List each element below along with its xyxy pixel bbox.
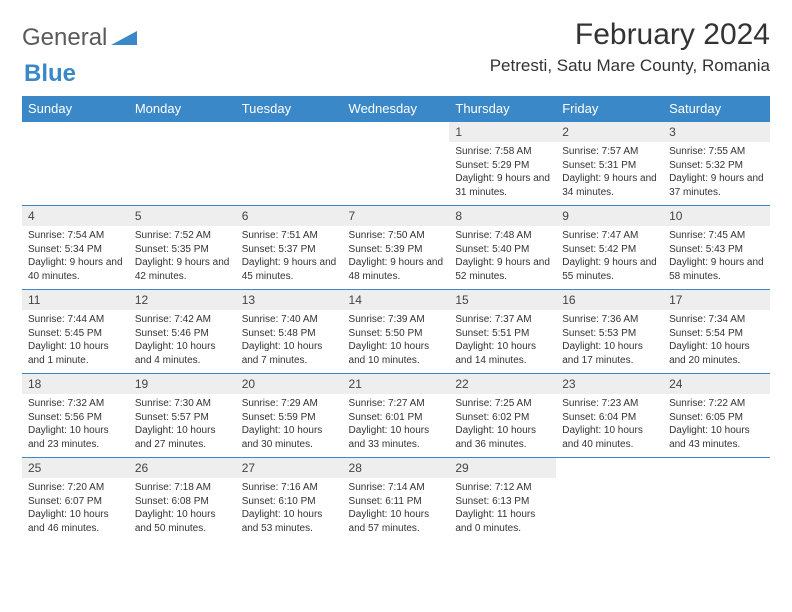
info-cell: Sunrise: 7:57 AM Sunset: 5:31 PM Dayligh… [556,142,663,206]
date-cell: 3 [663,122,770,143]
info-cell: Sunrise: 7:47 AM Sunset: 5:42 PM Dayligh… [556,226,663,290]
info-cell: Sunrise: 7:55 AM Sunset: 5:32 PM Dayligh… [663,142,770,206]
date-cell: 6 [236,206,343,227]
info-cell [22,142,129,206]
info-cell: Sunrise: 7:50 AM Sunset: 5:39 PM Dayligh… [343,226,450,290]
day-header: Monday [129,96,236,122]
date-row: 45678910 [22,206,770,227]
month-title: February 2024 [490,18,770,52]
date-cell: 25 [22,458,129,479]
date-cell [556,458,663,479]
info-row: Sunrise: 7:44 AM Sunset: 5:45 PM Dayligh… [22,310,770,374]
info-row: Sunrise: 7:58 AM Sunset: 5:29 PM Dayligh… [22,142,770,206]
date-cell: 2 [556,122,663,143]
info-cell: Sunrise: 7:14 AM Sunset: 6:11 PM Dayligh… [343,478,450,541]
date-cell: 5 [129,206,236,227]
info-cell: Sunrise: 7:52 AM Sunset: 5:35 PM Dayligh… [129,226,236,290]
day-header: Tuesday [236,96,343,122]
info-cell [556,478,663,541]
info-cell: Sunrise: 7:23 AM Sunset: 6:04 PM Dayligh… [556,394,663,458]
date-cell: 8 [449,206,556,227]
date-cell: 29 [449,458,556,479]
info-cell: Sunrise: 7:39 AM Sunset: 5:50 PM Dayligh… [343,310,450,374]
date-row: 2526272829 [22,458,770,479]
date-cell: 24 [663,374,770,395]
date-cell [663,458,770,479]
info-cell: Sunrise: 7:32 AM Sunset: 5:56 PM Dayligh… [22,394,129,458]
day-header: Thursday [449,96,556,122]
info-cell: Sunrise: 7:37 AM Sunset: 5:51 PM Dayligh… [449,310,556,374]
date-cell [22,122,129,143]
info-cell [129,142,236,206]
date-cell: 14 [343,290,450,311]
calendar-table: Sunday Monday Tuesday Wednesday Thursday… [22,96,770,541]
day-header: Saturday [663,96,770,122]
date-cell: 12 [129,290,236,311]
location-text: Petresti, Satu Mare County, Romania [490,56,770,76]
date-row: 123 [22,122,770,143]
info-cell: Sunrise: 7:48 AM Sunset: 5:40 PM Dayligh… [449,226,556,290]
day-header: Sunday [22,96,129,122]
logo-triangle-icon [111,27,137,50]
info-row: Sunrise: 7:54 AM Sunset: 5:34 PM Dayligh… [22,226,770,290]
info-cell: Sunrise: 7:18 AM Sunset: 6:08 PM Dayligh… [129,478,236,541]
date-cell: 4 [22,206,129,227]
date-cell: 13 [236,290,343,311]
date-cell: 18 [22,374,129,395]
date-cell: 10 [663,206,770,227]
info-cell: Sunrise: 7:42 AM Sunset: 5:46 PM Dayligh… [129,310,236,374]
info-cell: Sunrise: 7:40 AM Sunset: 5:48 PM Dayligh… [236,310,343,374]
logo: General [22,24,139,52]
calendar-body: 123Sunrise: 7:58 AM Sunset: 5:29 PM Dayl… [22,122,770,542]
date-cell: 17 [663,290,770,311]
day-header: Wednesday [343,96,450,122]
info-cell: Sunrise: 7:20 AM Sunset: 6:07 PM Dayligh… [22,478,129,541]
info-cell: Sunrise: 7:45 AM Sunset: 5:43 PM Dayligh… [663,226,770,290]
day-header-row: Sunday Monday Tuesday Wednesday Thursday… [22,96,770,122]
date-cell: 19 [129,374,236,395]
date-cell: 22 [449,374,556,395]
date-cell: 16 [556,290,663,311]
info-cell: Sunrise: 7:22 AM Sunset: 6:05 PM Dayligh… [663,394,770,458]
date-cell: 23 [556,374,663,395]
info-cell: Sunrise: 7:16 AM Sunset: 6:10 PM Dayligh… [236,478,343,541]
date-cell: 21 [343,374,450,395]
date-cell: 28 [343,458,450,479]
date-cell: 15 [449,290,556,311]
date-cell [236,122,343,143]
date-cell: 20 [236,374,343,395]
info-cell: Sunrise: 7:30 AM Sunset: 5:57 PM Dayligh… [129,394,236,458]
info-cell: Sunrise: 7:12 AM Sunset: 6:13 PM Dayligh… [449,478,556,541]
date-cell: 9 [556,206,663,227]
info-cell [343,142,450,206]
info-row: Sunrise: 7:20 AM Sunset: 6:07 PM Dayligh… [22,478,770,541]
date-cell: 26 [129,458,236,479]
date-cell: 27 [236,458,343,479]
date-cell: 1 [449,122,556,143]
info-row: Sunrise: 7:32 AM Sunset: 5:56 PM Dayligh… [22,394,770,458]
info-cell: Sunrise: 7:34 AM Sunset: 5:54 PM Dayligh… [663,310,770,374]
date-row: 18192021222324 [22,374,770,395]
date-cell [343,122,450,143]
date-cell: 7 [343,206,450,227]
info-cell: Sunrise: 7:25 AM Sunset: 6:02 PM Dayligh… [449,394,556,458]
info-cell: Sunrise: 7:44 AM Sunset: 5:45 PM Dayligh… [22,310,129,374]
info-cell: Sunrise: 7:36 AM Sunset: 5:53 PM Dayligh… [556,310,663,374]
info-cell: Sunrise: 7:51 AM Sunset: 5:37 PM Dayligh… [236,226,343,290]
info-cell: Sunrise: 7:27 AM Sunset: 6:01 PM Dayligh… [343,394,450,458]
date-cell: 11 [22,290,129,311]
info-cell [236,142,343,206]
info-cell: Sunrise: 7:54 AM Sunset: 5:34 PM Dayligh… [22,226,129,290]
day-header: Friday [556,96,663,122]
logo-text-blue: Blue [24,60,76,87]
title-block: February 2024 Petresti, Satu Mare County… [490,18,770,76]
info-cell: Sunrise: 7:58 AM Sunset: 5:29 PM Dayligh… [449,142,556,206]
date-cell [129,122,236,143]
calendar-page: General February 2024 Petresti, Satu Mar… [0,0,792,551]
date-row: 11121314151617 [22,290,770,311]
info-cell: Sunrise: 7:29 AM Sunset: 5:59 PM Dayligh… [236,394,343,458]
info-cell [663,478,770,541]
logo-text-general: General [22,24,107,52]
